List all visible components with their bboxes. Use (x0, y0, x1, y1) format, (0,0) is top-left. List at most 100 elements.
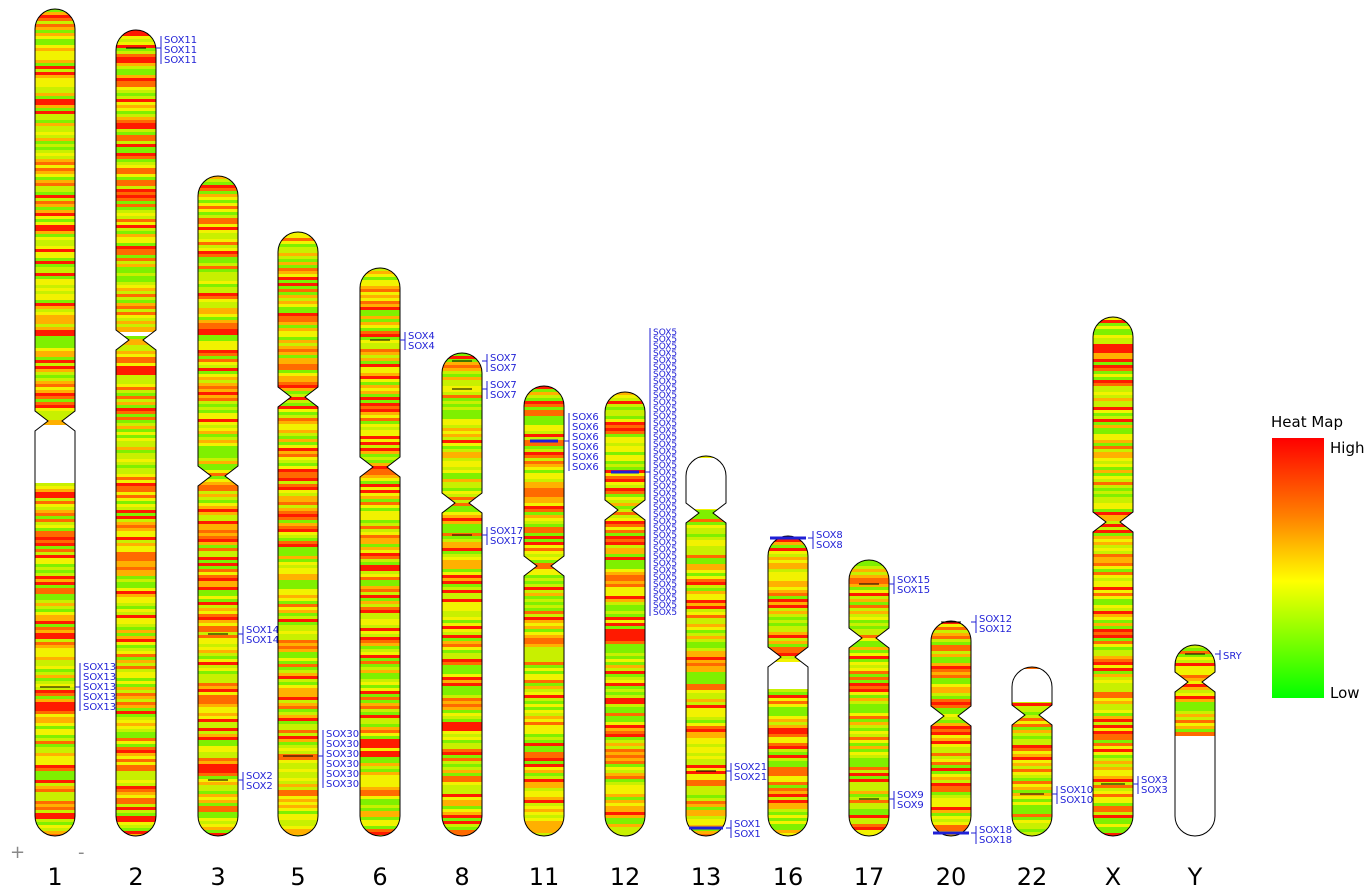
gene-label: SOX5 (653, 440, 677, 450)
gene-label: SOX6 (572, 462, 599, 473)
gene-label: SOX5 (653, 363, 677, 373)
gene-label: SOX5 (653, 349, 677, 359)
heatmap-bands (524, 386, 564, 836)
gene-label: SOX17 (490, 526, 523, 537)
gene-label: SOX5 (653, 573, 677, 583)
gene-label: SOX5 (653, 594, 677, 604)
chromosome-12[interactable]: SOX5SOX5SOX5SOX5SOX5SOX5SOX5SOX5SOX5SOX5… (604, 328, 677, 891)
heatmap-bands (442, 353, 482, 836)
gene-label: SOX5 (653, 552, 677, 562)
gene-label: SOX9 (897, 790, 924, 801)
gene-label: SOX11 (164, 45, 197, 56)
gene-label: SOX5 (653, 538, 677, 548)
heatmap-bands (1012, 667, 1052, 836)
chromosome-label: 16 (773, 863, 804, 891)
gene-label: SOX8 (816, 540, 843, 551)
heatmap-bands (686, 456, 726, 836)
gene-label: SOX5 (653, 517, 677, 527)
gene-label: SOX17 (490, 536, 523, 547)
gene-label: SOX5 (653, 370, 677, 380)
chromosome-label: 20 (936, 863, 967, 891)
heatmap-legend: Heat Map High Low (1271, 413, 1364, 702)
gene-label: SOX14 (246, 625, 279, 636)
zoom-in-button[interactable]: + (10, 842, 25, 863)
gene-label: SOX5 (653, 391, 677, 401)
gene-label: SOX5 (653, 545, 677, 555)
gene-label: SOX9 (897, 800, 924, 811)
gene-label: SOX5 (653, 510, 677, 520)
gene-label: SOX7 (490, 363, 517, 374)
gene-label: SOX15 (897, 585, 930, 596)
gene-label: SOX5 (653, 566, 677, 576)
gene-label: SOX30 (326, 759, 359, 770)
zoom-out-button[interactable]: - (78, 842, 85, 863)
heatmap-bands (116, 30, 156, 836)
chromosome-label: 1 (47, 863, 62, 891)
gene-label: SOX6 (572, 442, 599, 453)
chromosome-label: 5 (290, 863, 305, 891)
gene-label: SOX3 (1141, 785, 1168, 796)
chromosome-Y[interactable]: SRY Y (1174, 644, 1243, 891)
chromosome-label: X (1105, 863, 1121, 891)
gene-label: SOX3 (1141, 775, 1168, 786)
gene-label: SOX13 (83, 702, 116, 713)
gene-label: SOX2 (246, 781, 273, 792)
heatmap-bands (198, 176, 238, 836)
gene-label: SOX13 (83, 682, 116, 693)
gene-label: SOX2 (246, 771, 273, 782)
gene-marker[interactable]: SOX5SOX5SOX5SOX5SOX5SOX5SOX5SOX5SOX5SOX5… (611, 328, 677, 618)
gene-label: SOX5 (653, 531, 677, 541)
chromosome-label: 17 (854, 863, 885, 891)
gene-label: SOX5 (653, 468, 677, 478)
gene-label: SOX11 (164, 55, 197, 66)
gene-label: SOX21 (734, 762, 767, 773)
gene-label: SOX4 (408, 331, 435, 342)
gene-label: SOX5 (653, 461, 677, 471)
gene-label: SOX6 (572, 452, 599, 463)
gene-label: SOX5 (653, 433, 677, 443)
gene-label: SOX5 (653, 412, 677, 422)
gene-marker[interactable]: SRY (1185, 650, 1243, 662)
gene-label: SOX12 (979, 614, 1012, 625)
gene-label: SOX6 (572, 422, 599, 433)
heatmap-bands (768, 536, 808, 836)
gene-label: SOX5 (653, 454, 677, 464)
gene-label: SOX8 (816, 530, 843, 541)
gene-label: SOX5 (653, 608, 677, 618)
legend-title: Heat Map (1271, 413, 1343, 431)
gene-label: SOX15 (897, 575, 930, 586)
heatmap-bands (1175, 645, 1215, 836)
